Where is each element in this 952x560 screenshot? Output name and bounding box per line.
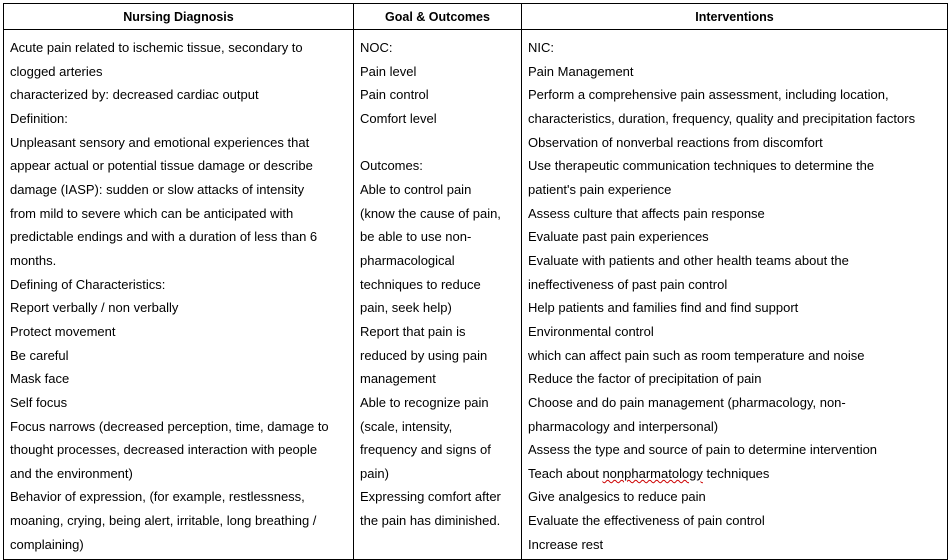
interventions-line: Pain Management: [528, 63, 634, 79]
goals-line: [360, 131, 515, 155]
interventions-line: ineffectiveness of past pain control: [528, 276, 728, 292]
header-row: Nursing Diagnosis Goal & Outcomes Interv…: [3, 3, 948, 30]
goals-line: Comfort level: [360, 110, 437, 126]
interventions-line: Help patients and families find and find…: [528, 300, 799, 316]
diagnosis-line: clogged arteries: [10, 63, 103, 79]
interventions-line: Assess culture that affects pain respons…: [528, 205, 765, 221]
diagnosis-line: Defining of Characteristics:: [10, 276, 166, 292]
diagnosis-line: appear actual or potential tissue damage…: [10, 158, 313, 174]
interventions-line: patient's pain experience: [528, 181, 672, 197]
goals-line: management: [360, 371, 436, 387]
goals-line: reduced by using pain: [360, 347, 488, 363]
diagnosis-line: months.: [10, 252, 57, 268]
goals-cell: NOC: Pain level Pain control Comfort level O…: [353, 28, 522, 560]
goals-line: (scale, intensity,: [360, 418, 453, 434]
diagnosis-line: Self focus: [10, 394, 68, 410]
goals-line: pain, seek help): [360, 300, 452, 316]
interventions-line: Increase rest: [528, 536, 604, 552]
goals-line: pharmacological: [360, 252, 455, 268]
interventions-line: Give analgesics to reduce pain: [528, 489, 706, 505]
diagnosis-line: thought processes, decreased interaction…: [10, 442, 318, 458]
diagnosis-line: from mild to severe which can be anticip…: [10, 205, 294, 221]
diagnosis-line: Report verbally / non verbally: [10, 300, 179, 316]
goals-line: (know the cause of pain,: [360, 205, 501, 221]
interventions-line: Evaluate past pain experiences: [528, 229, 709, 245]
goals-line: Outcomes:: [360, 158, 423, 174]
diagnosis-line: Mask face: [10, 371, 70, 387]
goals-line: Pain control: [360, 87, 429, 103]
goals-line: NOC:: [360, 40, 393, 55]
interventions-line: Evaluate with patients and other health …: [528, 252, 849, 268]
diagnosis-line: characterized by: decreased cardiac outp…: [10, 87, 259, 103]
goals-line: pain): [360, 465, 389, 481]
interventions-line: NIC:: [528, 40, 554, 55]
goals-line: be able to use non-: [360, 229, 472, 245]
diagnosis-line: predictable endings and with a duration …: [10, 229, 318, 245]
diagnosis-line: moaning, crying, being alert, irritable,…: [10, 513, 317, 529]
interventions-line: Observation of nonverbal reactions from …: [528, 134, 823, 150]
interventions-line: Reduce the factor of precipitation of pa…: [528, 371, 762, 387]
diagnosis-line: Protect movement: [10, 323, 116, 339]
diagnosis-line: Unpleasant sensory and emotional experie…: [10, 134, 310, 150]
interventions-line: Environmental control: [528, 323, 654, 339]
misspelled-word: nonpharmatology: [602, 465, 703, 481]
goals-line: techniques to reduce: [360, 276, 481, 292]
diagnosis-line: Acute pain related to ischemic tissue, s…: [10, 40, 303, 55]
goals-line: Expressing comfort after: [360, 489, 501, 505]
interventions-line: Choose and do pain management (pharmacol…: [528, 394, 846, 410]
interventions-line: pharmacology and interpersonal): [528, 418, 719, 434]
nursing-care-plan-table: Nursing Diagnosis Goal & Outcomes Interv…: [3, 3, 948, 560]
diagnosis-line: Be careful: [10, 347, 69, 363]
header-goal-outcomes: Goal & Outcomes: [353, 3, 522, 30]
interventions-line: Teach about nonpharmatology techniques: [528, 465, 770, 481]
diagnosis-line: damage (IASP): sudden or slow attacks of…: [10, 181, 305, 197]
diagnosis-line: Behavior of expression, (for example, re…: [10, 489, 305, 505]
goals-line: Able to control pain: [360, 181, 472, 197]
diagnosis-line: Definition:: [10, 110, 68, 126]
goals-line: frequency and signs of: [360, 442, 491, 458]
interventions-line: characteristics, duration, frequency, qu…: [528, 110, 916, 126]
diagnosis-line: complaining): [10, 536, 84, 552]
goals-line: Report that pain is: [360, 323, 466, 339]
interventions-line: Use therapeutic communication techniques…: [528, 158, 875, 174]
header-nursing-diagnosis: Nursing Diagnosis: [3, 3, 354, 30]
diagnosis-line: Focus narrows (decreased perception, tim…: [10, 418, 329, 434]
goals-line: the pain has diminished.: [360, 513, 501, 529]
goals-line: Able to recognize pain: [360, 394, 489, 410]
goals-line: Pain level: [360, 63, 417, 79]
interventions-line: Assess the type and source of pain to de…: [528, 442, 878, 458]
diagnosis-line: and the environment): [10, 465, 133, 481]
interventions-line: which can affect pain such as room tempe…: [528, 347, 865, 363]
interventions-line: Perform a comprehensive pain assessment,…: [528, 87, 889, 103]
header-interventions: Interventions: [521, 3, 948, 30]
table-row: Acute pain related to ischemic tissue, s…: [3, 28, 948, 560]
interventions-cell: NIC: Pain Management Perform a comprehensi…: [521, 28, 948, 560]
interventions-line: Evaluate the effectiveness of pain contr…: [528, 513, 765, 529]
diagnosis-cell: Acute pain related to ischemic tissue, s…: [3, 28, 354, 560]
